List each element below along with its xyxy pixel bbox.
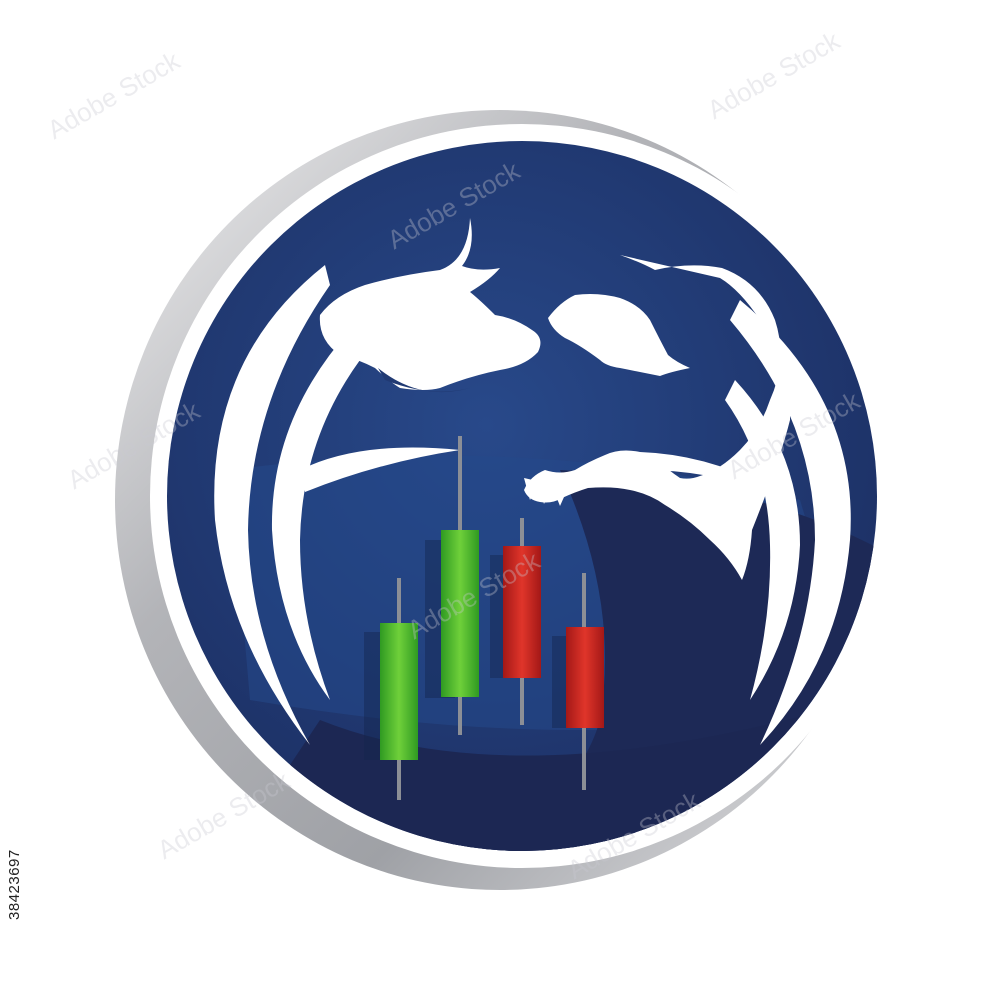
candle-4-red <box>552 573 604 790</box>
bull-silhouette <box>319 218 541 393</box>
candle-3-red <box>490 518 541 725</box>
candlestick-chart <box>364 436 604 800</box>
candle-1-green <box>364 578 418 800</box>
stock-id-label: 38423697 <box>6 849 23 920</box>
bear-silhouette <box>524 255 790 580</box>
candle-2-green <box>425 436 479 735</box>
swoosh-arcs <box>214 265 851 745</box>
